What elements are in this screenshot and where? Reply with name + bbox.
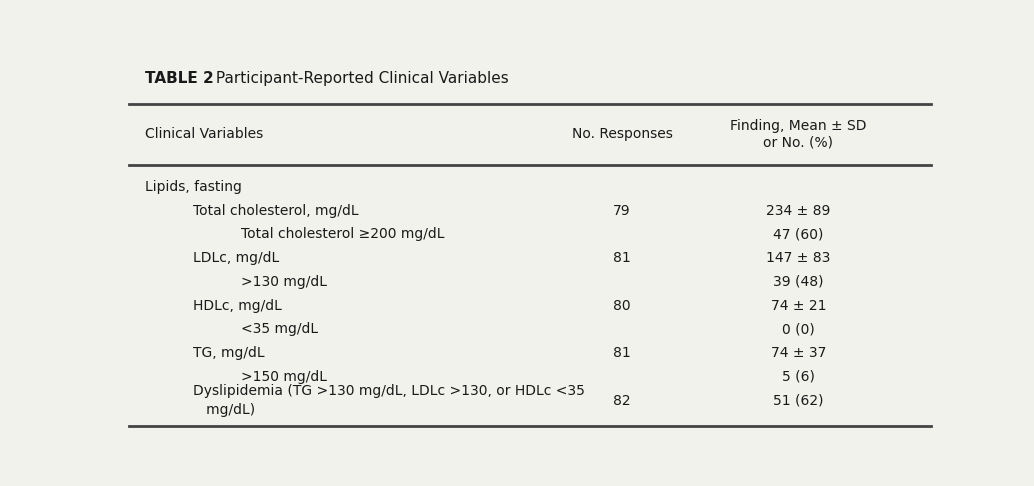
Text: >150 mg/dL: >150 mg/dL [241,370,328,384]
Text: HDLc, mg/dL: HDLc, mg/dL [193,298,282,312]
Text: TG, mg/dL: TG, mg/dL [193,346,265,360]
Text: 81: 81 [613,251,631,265]
Text: 5 (6): 5 (6) [782,370,815,384]
Text: 0 (0): 0 (0) [782,322,815,336]
Text: 47 (60): 47 (60) [773,227,823,242]
Text: 39 (48): 39 (48) [773,275,824,289]
Text: 79: 79 [613,204,631,218]
Text: 51 (62): 51 (62) [773,394,824,408]
Text: Total cholesterol ≥200 mg/dL: Total cholesterol ≥200 mg/dL [241,227,445,242]
Text: 81: 81 [613,346,631,360]
Text: Finding, Mean ± SD
or No. (%): Finding, Mean ± SD or No. (%) [730,119,866,149]
Text: Dyslipidemia (TG >130 mg/dL, LDLc >130, or HDLc <35
   mg/dL): Dyslipidemia (TG >130 mg/dL, LDLc >130, … [193,384,585,417]
Text: 147 ± 83: 147 ± 83 [766,251,830,265]
Text: 80: 80 [613,298,631,312]
Text: No. Responses: No. Responses [572,127,672,141]
Text: Participant-Reported Clinical Variables: Participant-Reported Clinical Variables [211,71,509,87]
Text: 82: 82 [613,394,631,408]
Text: Clinical Variables: Clinical Variables [145,127,264,141]
Text: Total cholesterol, mg/dL: Total cholesterol, mg/dL [193,204,359,218]
Text: Lipids, fasting: Lipids, fasting [145,180,242,194]
Text: <35 mg/dL: <35 mg/dL [241,322,318,336]
Text: TABLE 2: TABLE 2 [145,71,214,87]
Text: 234 ± 89: 234 ± 89 [766,204,830,218]
Text: 74 ± 37: 74 ± 37 [770,346,826,360]
Text: >130 mg/dL: >130 mg/dL [241,275,328,289]
Text: 74 ± 21: 74 ± 21 [770,298,826,312]
Text: LDLc, mg/dL: LDLc, mg/dL [193,251,279,265]
